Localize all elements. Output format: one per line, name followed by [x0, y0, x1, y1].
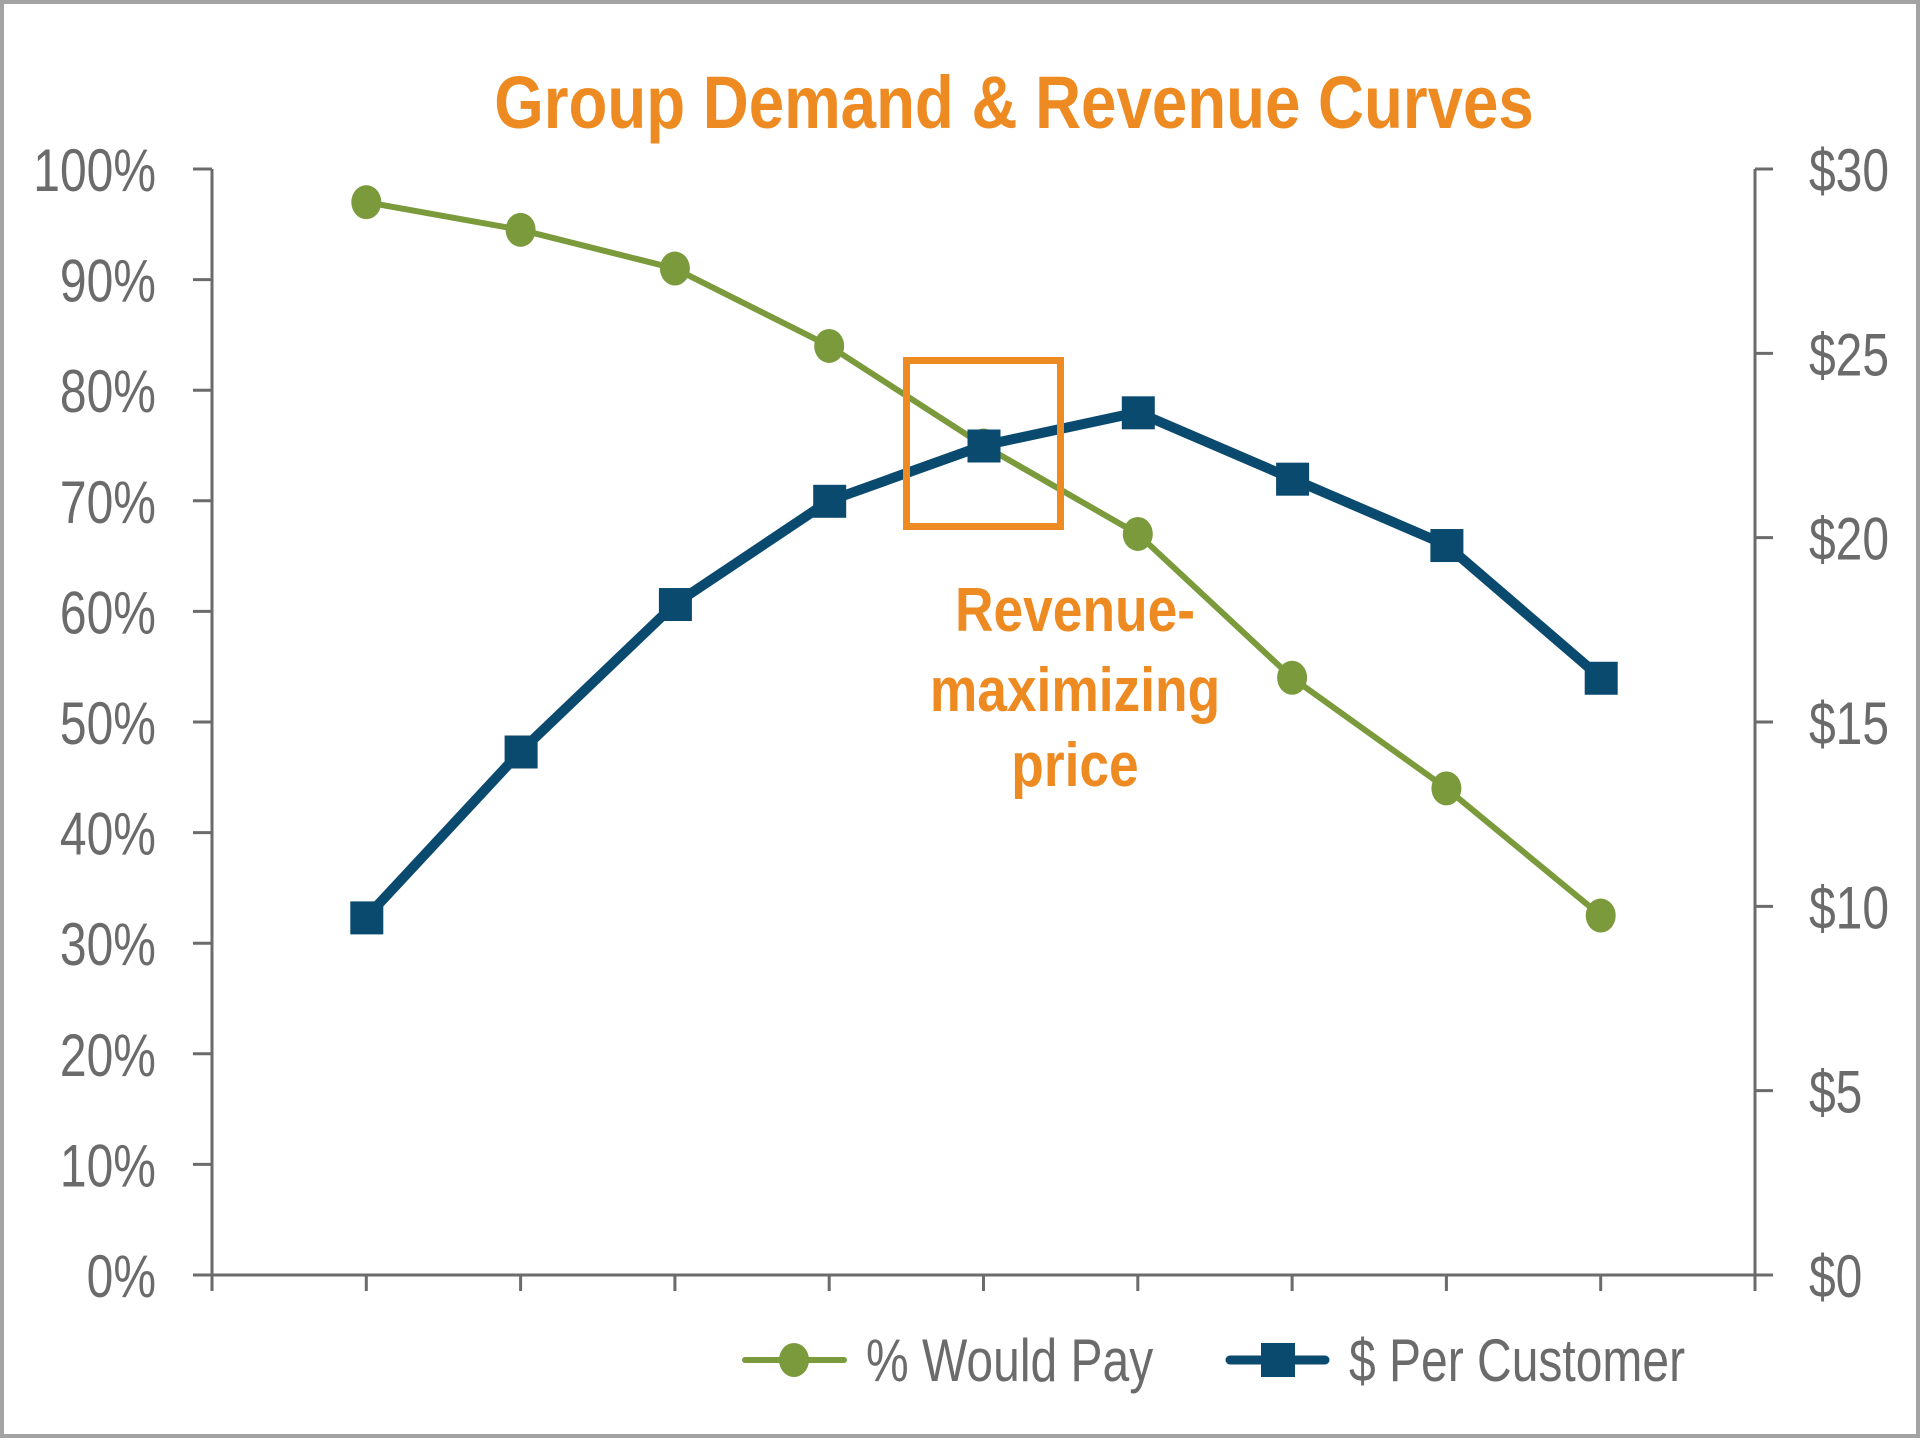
annotation-line: Revenue-: [955, 576, 1195, 645]
square-marker-icon: [1430, 529, 1464, 563]
right-axis-tick-label: $20: [1809, 506, 1889, 573]
series-would-pay: [351, 185, 1616, 933]
square-marker-icon: [1121, 396, 1155, 430]
series-per-customer: [350, 396, 1618, 935]
left-axis-tick-label: 100%: [33, 137, 156, 204]
circle-marker-icon: [659, 251, 690, 286]
circle-marker-icon: [1122, 516, 1153, 551]
line-chart: Group Demand & Revenue Curves 0% 10% 20% 30…: [33, 62, 1889, 1395]
left-axis-tick-label: 20%: [60, 1022, 156, 1089]
square-marker-icon: [967, 429, 1001, 463]
left-axis-tick-label: 40%: [60, 800, 156, 867]
legend-label: % Would Pay: [866, 1327, 1154, 1394]
legend: % Would Pay $ Per Customer: [742, 1327, 1685, 1394]
right-axis-tick-label: $25: [1809, 321, 1889, 388]
left-axis-tick-label: 0%: [87, 1243, 156, 1310]
circle-marker-icon: [1431, 771, 1462, 806]
square-marker-icon: [504, 735, 538, 769]
left-axis-tick-label: 80%: [60, 358, 156, 425]
left-axis-tick-label: 60%: [60, 579, 156, 646]
right-axis-tick-label: $5: [1809, 1059, 1862, 1126]
legend-item-per-customer: $ Per Customer: [1225, 1327, 1685, 1394]
circle-marker-icon: [1277, 660, 1308, 695]
left-axis-tick-label: 50%: [60, 690, 156, 757]
annotation-line: price: [1011, 731, 1138, 800]
legend-label: $ Per Customer: [1349, 1327, 1685, 1394]
annotation-line: maximizing: [930, 656, 1220, 725]
square-marker-icon: [350, 901, 384, 935]
left-axis-tick-label: 90%: [60, 247, 156, 314]
circle-marker-icon: [1585, 898, 1616, 933]
circle-marker-icon: [505, 212, 536, 247]
square-marker-icon: [1261, 1343, 1295, 1377]
square-marker-icon: [1584, 661, 1618, 695]
right-axis-tick-label: $10: [1809, 874, 1889, 941]
legend-item-would-pay: % Would Pay: [742, 1327, 1154, 1394]
circle-marker-icon: [351, 185, 382, 220]
would-pay-line: [365, 199, 1603, 918]
chart-title: Group Demand & Revenue Curves: [494, 62, 1533, 145]
circle-marker-icon: [779, 1343, 809, 1377]
circle-marker-icon: [814, 328, 845, 363]
left-axis-tick-label: 30%: [60, 911, 156, 978]
square-marker-icon: [658, 588, 692, 622]
revenue-max-highlight-box: [903, 357, 1064, 530]
left-axis-tick-label: 70%: [60, 469, 156, 536]
square-marker-icon: [1276, 462, 1310, 496]
right-axis-tick-label: $15: [1809, 690, 1889, 757]
left-axis-tick-label: 10%: [60, 1132, 156, 1199]
square-marker-icon: [813, 484, 847, 518]
right-axis-tick-label: $30: [1809, 137, 1889, 204]
series-layer: [350, 185, 1618, 935]
axes: 0% 10% 20% 30% 40% 50% 60% 70% 80% 90% 100% $0 $5 $10…: [33, 137, 1889, 1310]
right-axis-tick-label: $0: [1809, 1243, 1862, 1310]
